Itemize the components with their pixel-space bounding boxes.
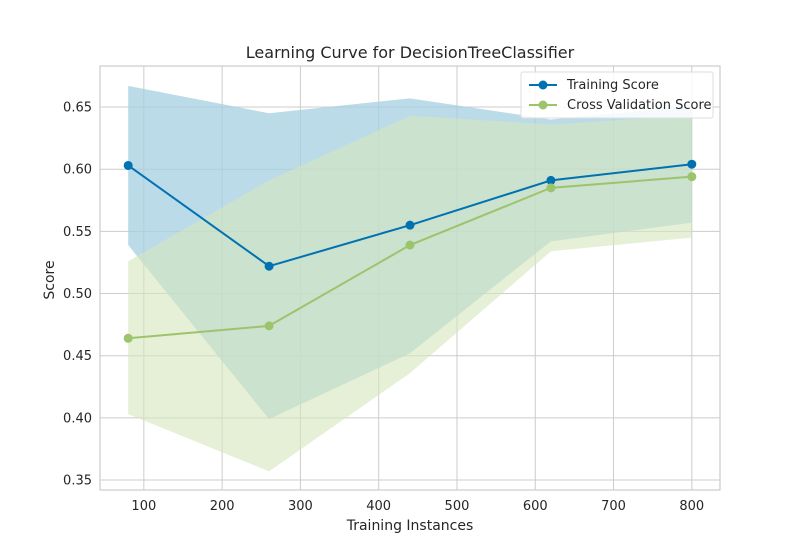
plot-frame [99, 65, 721, 491]
confidence-bands [128, 85, 692, 472]
legend: Training Score Cross Validation Score [520, 71, 714, 119]
x-tick-label: 800 [679, 499, 704, 514]
x-tick-label: 100 [131, 499, 156, 514]
x-tick-label: 500 [445, 499, 470, 514]
legend-marker-training [538, 80, 548, 90]
y-tick-label: 0.65 [63, 101, 92, 116]
point-training [546, 175, 556, 185]
x-tick-label: 400 [366, 499, 391, 514]
point-cross-validation [687, 172, 697, 182]
x-tick-label: 200 [210, 499, 235, 514]
point-cross-validation [123, 333, 133, 343]
y-tick-label: 0.35 [63, 474, 92, 489]
chart-title: Learning Curve for DecisionTreeClassifie… [246, 43, 575, 62]
series-points [123, 159, 697, 343]
point-cross-validation [405, 240, 415, 250]
point-training [405, 220, 415, 230]
x-axis-label: Training Instances [346, 518, 474, 534]
band-cross-validation [128, 115, 692, 472]
y-tick-labels: 0.35 0.40 0.45 0.50 0.55 0.60 0.65 [63, 101, 92, 489]
x-tick-label: 300 [288, 499, 313, 514]
legend-label-training: Training Score [566, 78, 659, 93]
x-tick-label: 600 [523, 499, 548, 514]
legend-box [520, 71, 714, 119]
x-tick-labels: 100 200 300 400 500 600 700 800 [131, 499, 704, 514]
y-tick-label: 0.45 [63, 349, 92, 364]
point-training [687, 159, 697, 169]
y-tick-label: 0.60 [63, 163, 92, 178]
legend-marker-cross-validation [538, 100, 548, 110]
y-tick-label: 0.50 [63, 287, 92, 302]
point-training [123, 160, 133, 170]
point-cross-validation [546, 183, 556, 193]
legend-label-cross-validation: Cross Validation Score [567, 98, 712, 113]
y-tick-label: 0.55 [63, 225, 92, 240]
x-tick-label: 700 [601, 499, 626, 514]
point-cross-validation [264, 321, 274, 331]
point-training [264, 261, 274, 271]
y-axis-label: Score [42, 260, 58, 299]
y-tick-label: 0.40 [63, 411, 92, 426]
